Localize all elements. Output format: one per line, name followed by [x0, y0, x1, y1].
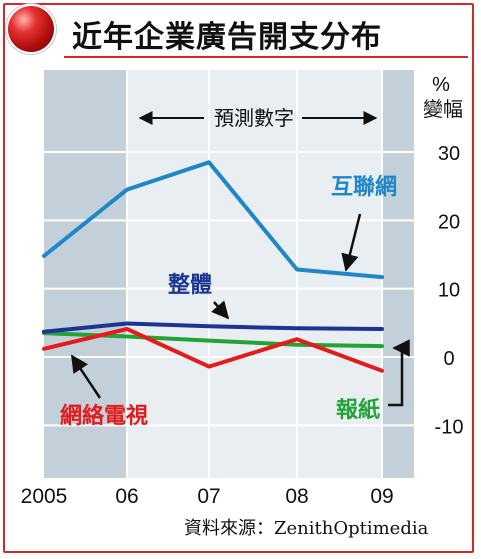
shaded-column-09	[382, 70, 414, 478]
x-tick-label: 06	[115, 485, 138, 508]
y-unit-percent: %	[432, 74, 450, 96]
x-tick-label: 08	[285, 485, 308, 508]
y-tick-label: 10	[438, 280, 460, 302]
pointer-arrow-overall	[211, 300, 230, 320]
pointer-arrow-internet	[341, 213, 362, 272]
title-underline	[64, 56, 468, 58]
source-note: 資料來源：ZenithOptimedia	[184, 518, 429, 539]
x-tick-label: 09	[370, 485, 393, 508]
pointer-arrow-tv	[70, 354, 102, 399]
chart-frame	[3, 3, 474, 553]
y-tick-label: 0	[443, 348, 454, 370]
y-tick-label: 20	[438, 211, 460, 233]
series-label-internet: 互聯網	[331, 174, 397, 200]
shaded-column-2005	[44, 70, 127, 478]
y-tick-label: 30	[438, 143, 460, 165]
y-unit-label: 變幅	[423, 97, 463, 121]
x-tick-label: 07	[197, 485, 220, 508]
y-tick-label: -10	[435, 416, 464, 438]
red-ball-icon	[8, 6, 54, 52]
series-label-overall: 整體	[168, 272, 212, 298]
header: 近年企業廣告開支分布	[0, 0, 481, 68]
series-label-tv: 網絡電視	[60, 403, 148, 429]
series-label-newspaper: 報紙	[336, 397, 380, 423]
chart-title: 近年企業廣告開支分布	[72, 20, 382, 55]
forecast-label: 預測數字	[214, 106, 294, 130]
x-tick-label: 2005	[21, 485, 68, 508]
pointer-bracket-newspaper	[388, 339, 410, 407]
